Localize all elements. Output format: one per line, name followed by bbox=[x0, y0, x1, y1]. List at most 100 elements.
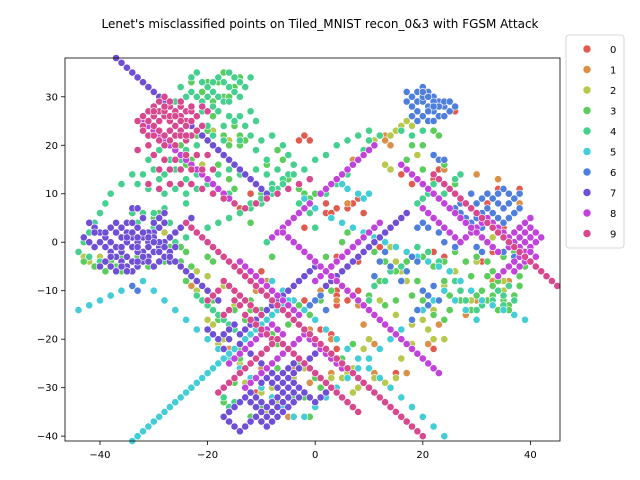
point-8-112 bbox=[343, 165, 352, 174]
point-5-38 bbox=[365, 354, 373, 363]
point-4-92 bbox=[262, 170, 271, 179]
point-7-186 bbox=[171, 257, 180, 266]
point-1-27 bbox=[494, 175, 502, 184]
legend-label-0: 0 bbox=[610, 45, 616, 56]
point-4-20 bbox=[214, 92, 223, 101]
point-4-39 bbox=[209, 131, 217, 140]
point-4-15 bbox=[187, 88, 196, 96]
point-5-66 bbox=[268, 277, 276, 285]
point-9-130 bbox=[348, 403, 357, 411]
point-7-94 bbox=[278, 388, 287, 397]
point-4-94 bbox=[278, 141, 287, 150]
point-9-40 bbox=[155, 136, 164, 145]
point-8-32 bbox=[451, 233, 459, 242]
point-6-39 bbox=[504, 189, 513, 198]
point-4-65 bbox=[160, 189, 169, 198]
point-3-2 bbox=[79, 257, 88, 266]
point-6-55 bbox=[499, 218, 508, 227]
point-5-77 bbox=[386, 383, 395, 392]
point-8-153 bbox=[488, 243, 497, 251]
point-7-229 bbox=[128, 68, 137, 77]
point-7-125 bbox=[262, 422, 271, 431]
x-tick-label: 40 bbox=[524, 450, 537, 461]
point-7-183 bbox=[187, 272, 196, 281]
point-2-24 bbox=[359, 344, 368, 353]
point-8-173 bbox=[338, 281, 346, 290]
point-8-36 bbox=[429, 214, 438, 222]
point-7-54 bbox=[90, 243, 99, 251]
point-6-37 bbox=[494, 189, 502, 198]
point-9-146 bbox=[504, 238, 513, 247]
point-9-46 bbox=[171, 141, 180, 150]
point-3-80 bbox=[343, 228, 352, 237]
point-6-71 bbox=[434, 296, 443, 305]
point-9-67 bbox=[209, 165, 217, 174]
point-7-109 bbox=[273, 403, 282, 411]
point-6-8 bbox=[445, 107, 454, 116]
point-0-2 bbox=[305, 136, 314, 145]
point-9-24 bbox=[171, 122, 180, 130]
point-7-79 bbox=[144, 243, 153, 251]
point-4-44 bbox=[192, 141, 201, 150]
point-5-104 bbox=[225, 349, 233, 358]
point-3-113 bbox=[429, 310, 438, 319]
point-3-99 bbox=[515, 281, 524, 290]
point-6-78 bbox=[381, 247, 389, 256]
point-4-139 bbox=[370, 281, 379, 290]
point-7-86 bbox=[155, 214, 164, 222]
point-9-167 bbox=[214, 247, 223, 256]
point-9-177 bbox=[268, 296, 276, 305]
y-axis: −40 −30 −20 −10 0 10 20 30 bbox=[37, 92, 65, 443]
point-3-167 bbox=[273, 146, 282, 154]
point-6-75 bbox=[375, 257, 384, 266]
point-7-27 bbox=[133, 257, 142, 266]
point-3-4 bbox=[101, 267, 110, 276]
point-6-43 bbox=[494, 199, 502, 208]
point-2-17 bbox=[391, 310, 400, 319]
point-7-19 bbox=[187, 214, 196, 222]
point-6-79 bbox=[305, 301, 314, 310]
point-5-114 bbox=[171, 398, 180, 407]
point-7-7 bbox=[123, 252, 131, 261]
point-8-177 bbox=[316, 262, 325, 271]
point-7-100 bbox=[311, 398, 320, 407]
point-9-5 bbox=[160, 92, 169, 101]
point-4-18 bbox=[192, 92, 201, 101]
point-7-83 bbox=[139, 214, 147, 222]
point-7-127 bbox=[273, 412, 282, 421]
point-9-83 bbox=[305, 175, 314, 184]
point-7-4 bbox=[106, 238, 115, 247]
point-7-17 bbox=[176, 223, 185, 232]
point-7-105 bbox=[252, 403, 260, 411]
point-3-92 bbox=[472, 291, 481, 300]
point-9-155 bbox=[553, 281, 562, 290]
point-2-9 bbox=[386, 165, 395, 174]
point-7-118 bbox=[225, 417, 233, 426]
point-7-41 bbox=[149, 262, 158, 271]
point-7-181 bbox=[198, 281, 207, 290]
point-9-135 bbox=[445, 184, 454, 193]
point-6-36 bbox=[488, 194, 497, 203]
point-6-67 bbox=[397, 277, 406, 285]
point-8-12 bbox=[504, 262, 513, 271]
point-6-48 bbox=[499, 204, 508, 213]
point-7-68 bbox=[155, 247, 164, 256]
point-3-129 bbox=[284, 320, 293, 329]
point-9-26 bbox=[155, 117, 164, 125]
point-5-110 bbox=[192, 378, 201, 387]
point-3-152 bbox=[203, 252, 212, 261]
point-8-86 bbox=[311, 277, 320, 285]
point-9-52 bbox=[198, 102, 207, 111]
point-7-77 bbox=[90, 228, 99, 237]
point-1-6 bbox=[332, 296, 341, 305]
point-8-20 bbox=[521, 238, 529, 247]
point-8-96 bbox=[365, 228, 373, 237]
point-9-122 bbox=[305, 364, 314, 373]
points-layer bbox=[74, 54, 562, 445]
point-9-173 bbox=[246, 277, 255, 285]
point-4-28 bbox=[225, 112, 233, 121]
point-8-42 bbox=[515, 262, 524, 271]
point-8-69 bbox=[246, 340, 255, 348]
point-2-21 bbox=[429, 335, 438, 344]
point-5-63 bbox=[96, 296, 104, 305]
